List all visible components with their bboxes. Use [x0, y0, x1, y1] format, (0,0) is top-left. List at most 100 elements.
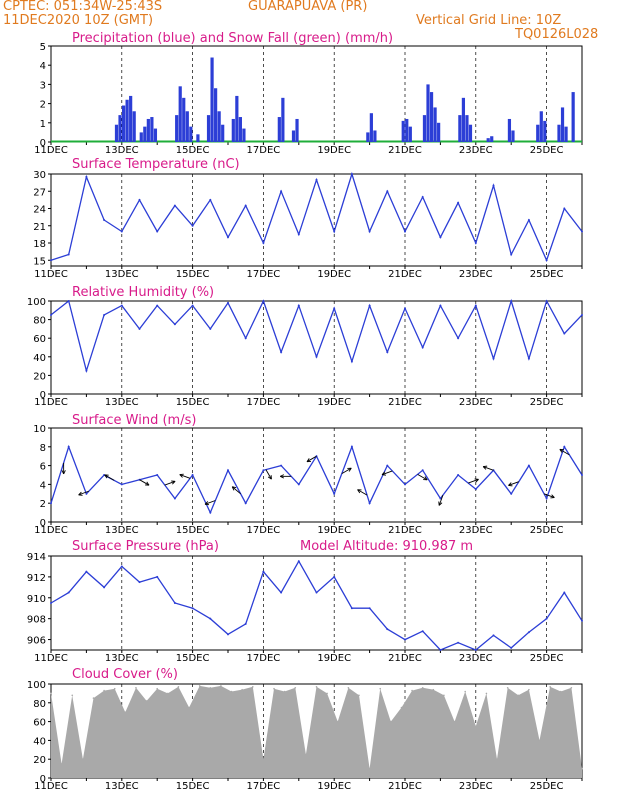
wind-arrow-head [280, 474, 285, 479]
p4-xtick-label: 21DEC [388, 653, 422, 664]
precip-bar [536, 124, 540, 142]
p0-ytick-label: 2 [40, 100, 46, 111]
cloud-point [294, 686, 297, 689]
p1-point [474, 242, 477, 244]
p4-point [439, 649, 442, 651]
p3-point [581, 474, 583, 476]
p4-point [368, 607, 371, 610]
p5-ytick-label: 80 [33, 699, 46, 710]
p4-ytick-label: 914 [27, 552, 46, 563]
p2-point [173, 323, 176, 326]
p3-point [280, 464, 283, 467]
p0-xtick-label: 25DEC [530, 145, 564, 156]
p0-xtick-label: 23DEC [459, 145, 493, 156]
p1-point [191, 224, 194, 227]
p3-point [191, 474, 194, 476]
p2-xtick-label: 23DEC [459, 397, 493, 408]
p2-point [209, 327, 212, 330]
p2-point [404, 307, 406, 310]
p1-point [510, 253, 513, 256]
p2-xtick-label: 25DEC [530, 397, 564, 408]
precip-bar [408, 126, 412, 142]
p3-xtick-label: 15DEC [176, 525, 210, 536]
wind-arrow-head [145, 481, 150, 486]
p4-point [421, 630, 424, 633]
cloud-point [220, 685, 222, 687]
p4-point [315, 591, 318, 594]
p4-ytick-label: 910 [27, 594, 46, 605]
cloud-point [156, 687, 158, 690]
p4-point [227, 633, 229, 636]
wind-arrow-head [423, 476, 428, 481]
p1-ytick-label: 30 [33, 170, 46, 181]
wind-arrow [231, 486, 241, 495]
p4-point [120, 565, 123, 568]
p1-point [173, 204, 176, 207]
p4-point [191, 607, 194, 610]
p3-ytick-label: 10 [33, 424, 46, 435]
p2-point [138, 327, 141, 330]
wind-arrow-head [78, 491, 83, 496]
p5-xtick-label: 21DEC [388, 781, 422, 792]
cloud-point [528, 688, 530, 691]
p2-point [581, 313, 583, 316]
p4-point [103, 586, 106, 589]
wind-arrow-head [179, 473, 184, 478]
p0-ytick-label: 3 [40, 80, 46, 91]
p1-point [156, 230, 159, 233]
p3-point [545, 497, 548, 500]
p2-point [280, 351, 283, 354]
cloud-point [517, 694, 520, 697]
wind-arrow-head [474, 478, 479, 483]
p3-point [510, 492, 513, 495]
precip-bar [468, 124, 473, 142]
precip-bar [295, 118, 299, 142]
precip-bar [175, 115, 179, 142]
precip-bar [153, 128, 158, 142]
p2-point [421, 346, 424, 349]
precip-bar [461, 97, 466, 142]
p1-point [439, 236, 442, 239]
p5-ytick-label: 20 [33, 755, 46, 766]
cloud-point [581, 767, 583, 770]
p2-point [103, 313, 106, 316]
p2-ytick-label: 20 [33, 371, 46, 382]
precip-bar [150, 117, 154, 142]
p4-point [262, 570, 265, 573]
p1-xtick-label: 25DEC [530, 269, 564, 280]
precip-bar [206, 115, 211, 142]
precip-bar [182, 97, 186, 142]
p5-xtick-label: 13DEC [105, 781, 139, 792]
p4-xtick-label: 19DEC [317, 653, 351, 664]
p1-point [368, 230, 371, 233]
precip-bar [196, 134, 200, 142]
p3-point [50, 502, 52, 505]
p1-point [297, 233, 300, 236]
p1-ytick-label: 27 [33, 187, 46, 198]
cloud-point [485, 692, 488, 695]
cloud-point [103, 689, 105, 692]
p3-point [67, 445, 70, 448]
p4-xtick-label: 17DEC [247, 653, 281, 664]
p3-point [527, 464, 530, 467]
p4-point [50, 602, 52, 604]
precip-bar [231, 118, 235, 142]
p2-ytick-label: 60 [33, 334, 46, 345]
precip-bar [125, 99, 129, 142]
p1-point [67, 253, 70, 256]
wind-arrow-head [559, 448, 564, 453]
cloud-point [167, 692, 169, 695]
cloud-point [209, 686, 212, 689]
cloud-point [496, 758, 498, 760]
p3-ytick-label: 6 [40, 462, 46, 473]
p0-xtick-label: 21DEC [388, 145, 422, 156]
precip-bar [189, 126, 193, 142]
chart-header: CPTEC: 051:34W-25:43S GUARAPUAVA (PR) 11… [0, 0, 618, 48]
p1-frame [50, 173, 583, 267]
p5-ytick-label: 0 [40, 774, 46, 785]
p4-point [173, 602, 176, 604]
p1-point [85, 175, 88, 178]
p1-point [280, 190, 283, 193]
cloud-point [326, 692, 328, 695]
precip-bar [405, 118, 409, 142]
